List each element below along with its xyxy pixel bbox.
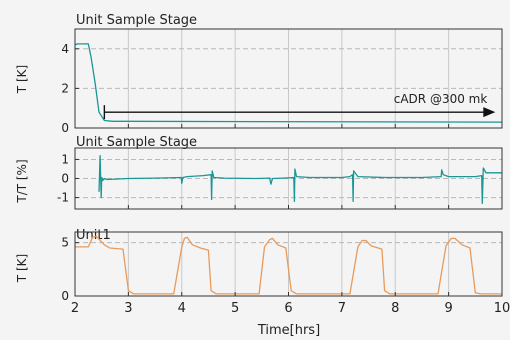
- arrow-head: [483, 107, 496, 118]
- panel-sample-stage-stability: Unit Sample Stage T/T [%] -1 0 1: [15, 135, 503, 210]
- y-tick-label: 0: [61, 172, 69, 186]
- y-tick-label: 5: [61, 236, 69, 250]
- y-tick-label: 2: [61, 81, 69, 95]
- x-tick-label: 5: [231, 301, 239, 316]
- x-tick-label: 9: [444, 301, 452, 316]
- x-axis-label: Time[hrs]: [257, 323, 320, 338]
- series-line: [74, 43, 503, 123]
- x-tick-label: 8: [391, 301, 399, 316]
- series-line: [98, 154, 502, 204]
- x-tick-label: 10: [494, 301, 510, 316]
- y-axis-label: T [K]: [15, 65, 29, 94]
- y-tick-label: 0: [61, 121, 69, 135]
- panel-unit1-temperature: Unit1 T [K] Time[hrs] 0 5 2 3 4 5 6 7 8 9 10: [15, 228, 510, 338]
- annotation-text: cADR @300 mk: [394, 92, 488, 106]
- y-tick-label: 0: [61, 289, 69, 303]
- y-axis-label: T/T [%]: [15, 159, 29, 203]
- x-tick-label: 6: [284, 301, 292, 316]
- panel-sample-stage-temperature: Unit Sample Stage T [K] 0 2 4 cADR @300 mk: [15, 13, 503, 135]
- y-axis-label: T [K]: [15, 254, 29, 283]
- y-tick-label: 1: [61, 152, 69, 166]
- x-tick-label: 2: [71, 301, 79, 316]
- panel-title: Unit Sample Stage: [76, 135, 197, 150]
- x-tick-label: 3: [124, 301, 132, 316]
- series-line: [75, 235, 502, 295]
- y-tick-label: -1: [57, 191, 69, 205]
- panel-title: Unit1: [76, 228, 111, 243]
- panel-title: Unit Sample Stage: [76, 13, 197, 28]
- x-tick-label: 7: [338, 301, 346, 316]
- x-tick-label: 4: [178, 301, 186, 316]
- y-tick-label: 4: [61, 42, 69, 56]
